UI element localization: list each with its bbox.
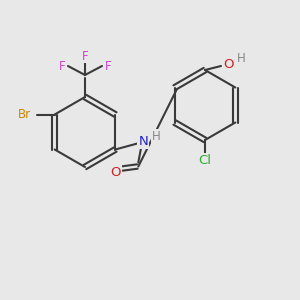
Text: F: F xyxy=(105,59,111,73)
Text: H: H xyxy=(152,130,161,143)
Text: Cl: Cl xyxy=(199,154,212,167)
Text: H: H xyxy=(237,52,245,65)
Text: F: F xyxy=(82,50,88,62)
Text: Br: Br xyxy=(18,108,31,121)
Text: O: O xyxy=(223,58,233,70)
Text: F: F xyxy=(59,59,65,73)
Text: O: O xyxy=(110,166,121,179)
Text: N: N xyxy=(138,135,148,148)
